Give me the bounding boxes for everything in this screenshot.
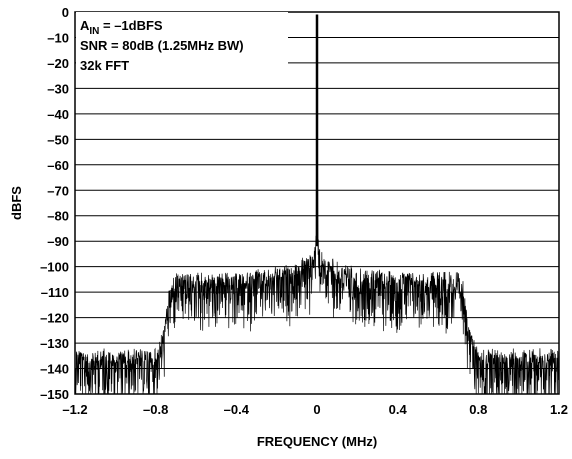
y-tick-label: –50 [47, 132, 69, 147]
annotation-fft: 32k FFT [80, 58, 129, 73]
plot-frame [74, 11, 560, 395]
x-tick-label: 0 [313, 402, 320, 417]
y-axis-ticks: 0 –10 –20 –30 –40 –50 –60 –70 –80 –90 –100 –110 –120… [40, 5, 69, 402]
y-tick-label: –20 [47, 56, 69, 71]
x-tick-label: 1.2 [550, 402, 568, 417]
y-tick-label: –40 [47, 107, 69, 122]
x-tick-label: 0.8 [469, 402, 487, 417]
spectrum-trace [74, 14, 560, 395]
x-tick-label: –1.2 [62, 402, 87, 417]
y-axis-label: dBFS [9, 186, 24, 220]
y-tick-label: –140 [40, 362, 69, 377]
y-tick-label: –100 [40, 260, 69, 275]
x-tick-label: –0.4 [224, 402, 250, 417]
y-tick-label: –150 [40, 387, 69, 402]
annotation-backdrop [76, 12, 288, 80]
y-tick-label: –10 [47, 30, 69, 45]
y-tick-label: –130 [40, 336, 69, 351]
x-tick-label: –0.8 [143, 402, 168, 417]
annotation-snr: SNR = 80dB (1.25MHz BW) [80, 38, 244, 53]
annotation-ain: AIN = –1dBFS [80, 18, 163, 37]
y-tick-label: –120 [40, 311, 69, 326]
x-axis-ticks: –1.2 –0.8 –0.4 0 0.4 0.8 1.2 [62, 402, 568, 417]
y-tick-label: –110 [41, 285, 69, 300]
y-tick-label: –30 [47, 81, 69, 96]
y-tick-label: –80 [47, 209, 69, 224]
y-tick-label: –90 [47, 234, 69, 249]
y-tick-label: –60 [47, 158, 69, 173]
x-axis-label: FREQUENCY (MHz) [257, 434, 377, 449]
y-tick-label: –70 [47, 183, 69, 198]
y-tick-label: 0 [62, 5, 69, 20]
x-tick-label: 0.4 [389, 402, 408, 417]
